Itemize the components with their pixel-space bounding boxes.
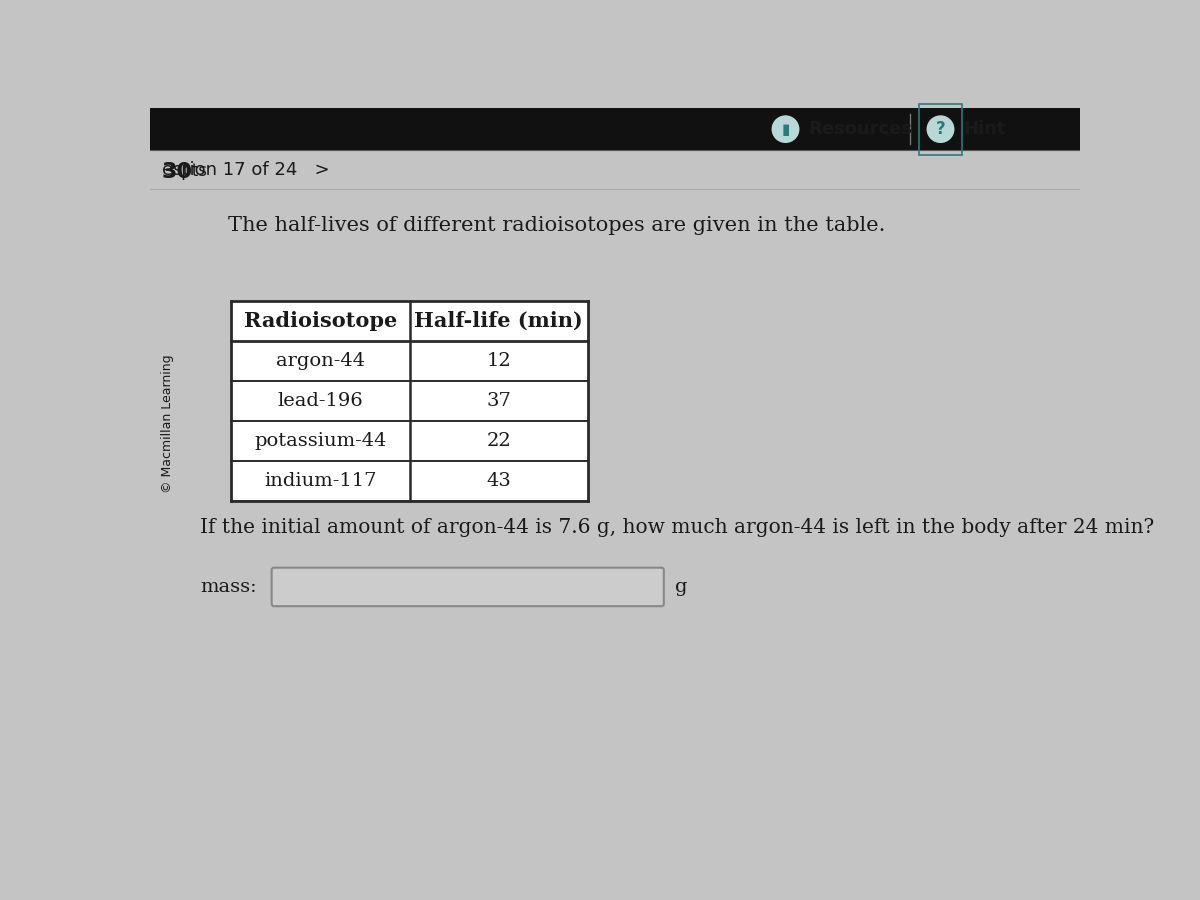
Text: 30: 30: [162, 162, 193, 182]
Text: Half-life (min): Half-life (min): [414, 310, 583, 330]
Text: 43: 43: [486, 472, 511, 490]
Text: The half-lives of different radioisotopes are given in the table.: The half-lives of different radioisotope…: [228, 216, 884, 235]
Bar: [150, 108, 1080, 150]
Text: lead-196: lead-196: [277, 392, 364, 410]
Text: potassium-44: potassium-44: [254, 432, 386, 450]
Circle shape: [772, 115, 799, 143]
Text: ▮: ▮: [781, 122, 790, 137]
Text: argon-44: argon-44: [276, 352, 365, 370]
Text: Radioisotope: Radioisotope: [244, 310, 397, 330]
Text: estion 17 of 24   >: estion 17 of 24 >: [162, 160, 329, 178]
Text: ?: ?: [936, 121, 946, 139]
Text: 22: 22: [486, 432, 511, 450]
Text: pts: pts: [175, 162, 206, 180]
Text: indium-117: indium-117: [264, 472, 377, 490]
Text: 12: 12: [486, 352, 511, 370]
Text: g: g: [676, 578, 688, 596]
Circle shape: [926, 115, 954, 143]
Text: If the initial amount of argon-44 is 7.6 g, how much argon-44 is left in the bod: If the initial amount of argon-44 is 7.6…: [200, 518, 1154, 536]
FancyBboxPatch shape: [271, 568, 664, 607]
Text: Resources: Resources: [809, 121, 913, 139]
Text: Hint: Hint: [964, 121, 1007, 139]
Text: © Macmillan Learning: © Macmillan Learning: [161, 355, 174, 493]
Text: 37: 37: [486, 392, 511, 410]
Bar: [232, 301, 588, 500]
Text: mass:: mass:: [200, 578, 257, 596]
